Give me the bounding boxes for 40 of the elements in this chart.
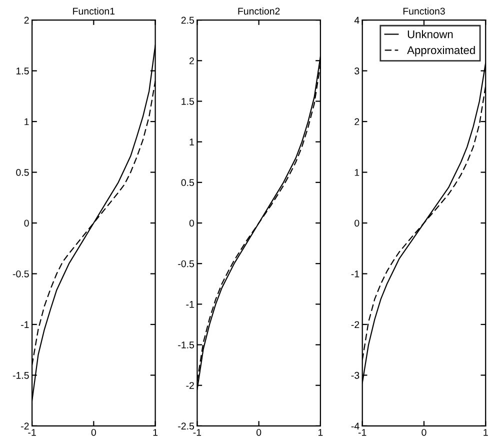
legend-label: Approximated: [407, 46, 475, 56]
y-tick-label: 2.5: [181, 16, 194, 24]
y-tick-label: 1.5: [16, 68, 29, 74]
x-tick-label: 0: [91, 428, 96, 436]
chart-title: Function2: [238, 7, 280, 15]
y-tick-label: -2.5: [178, 422, 194, 430]
x-tick-label: 1: [484, 429, 488, 436]
y-tick-label: -1.5: [12, 372, 29, 379]
y-tick-label: -1: [186, 301, 194, 308]
y-tick-label: 1: [190, 138, 194, 146]
y-tick-label: 1: [354, 169, 360, 176]
x-tick-label: 1: [153, 429, 158, 436]
y-tick-label: -0.5: [12, 270, 29, 278]
y-tick-label: 0: [24, 220, 29, 227]
y-tick-label: 0: [189, 220, 194, 227]
y-tick-label: 1.5: [182, 98, 194, 105]
x-tick-label: 0: [256, 428, 262, 436]
chart-title: Function1: [73, 7, 115, 15]
y-tick-label: -2: [21, 422, 29, 430]
y-tick-label: 3: [354, 68, 360, 74]
y-tick-label: -0.5: [178, 260, 194, 268]
x-tick-label: 0: [422, 428, 426, 436]
y-tick-label: 0: [354, 220, 360, 227]
y-tick-label: -4: [351, 422, 360, 430]
y-tick-label: 2: [24, 16, 29, 24]
y-tick-label: -1: [21, 321, 29, 328]
y-tick-label: -3: [351, 372, 360, 379]
y-tick-label: -2: [186, 382, 194, 389]
chart-title: Function3: [403, 7, 445, 15]
y-tick-label: -2: [351, 321, 360, 328]
y-tick-label: 0.5: [181, 179, 194, 186]
y-tick-label: -1.5: [178, 342, 194, 348]
legend-label: Unknown: [408, 30, 453, 38]
y-tick-label: -1: [351, 270, 360, 278]
y-tick-label: 2: [190, 57, 194, 64]
y-tick-label: 1: [24, 118, 29, 126]
y-tick-label: 2: [354, 118, 360, 126]
y-tick-label: 0.5: [16, 169, 29, 176]
y-tick-label: 4: [354, 16, 360, 24]
x-tick-label: 1: [318, 429, 323, 436]
